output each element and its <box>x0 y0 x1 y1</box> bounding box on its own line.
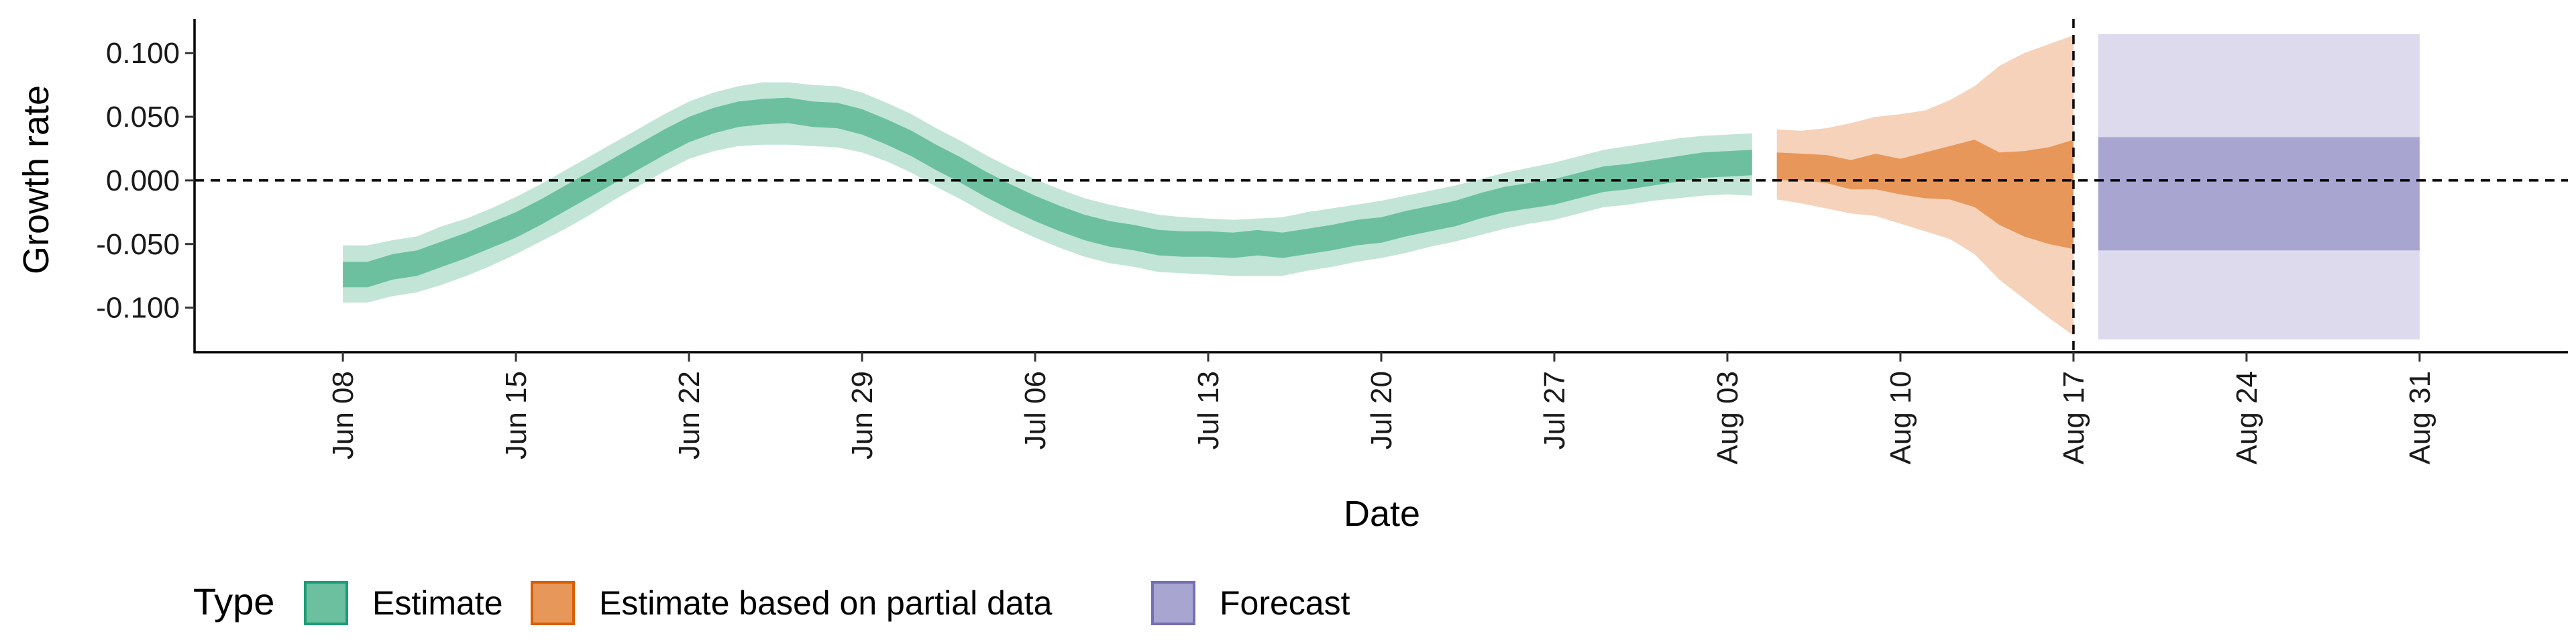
x-axis-title: Date <box>1344 494 1420 534</box>
tick-layer: 0.100 0.050 0.000 -0.050 -0.100 Jun 08 Jun 15 J… <box>96 37 2436 464</box>
y-tick-label: -0.100 <box>96 292 180 325</box>
x-tick-label: Aug 03 <box>1711 371 1744 464</box>
estimate-based-on-partial-data-band-50 <box>1776 140 2074 250</box>
legend-swatch <box>531 581 575 625</box>
y-tick-label: -0.050 <box>96 228 180 261</box>
reference-lines <box>195 19 2568 352</box>
legend-swatch <box>1151 581 1195 625</box>
x-tick-label: Aug 24 <box>2231 371 2263 464</box>
x-tick-label: Jun 15 <box>500 371 533 460</box>
ribbon-layer <box>343 34 2420 340</box>
x-tick-label: Jun 29 <box>846 371 879 460</box>
y-axis-title: Growth rate <box>16 85 56 274</box>
x-tick-label: Jun 08 <box>327 371 360 460</box>
x-tick-label: Aug 17 <box>2057 371 2090 464</box>
y-tick-label: 0.000 <box>106 164 180 197</box>
y-tick-label: 0.100 <box>106 37 180 70</box>
x-tick-label: Aug 10 <box>1884 371 1917 464</box>
legend-title: Type <box>193 580 274 623</box>
legend: Type Estimate Estimate based on partial d… <box>193 580 1350 625</box>
x-tick-label: Jul 20 <box>1365 371 1398 449</box>
x-tick-label: Jul 27 <box>1538 371 1571 449</box>
x-tick-label: Jul 06 <box>1019 371 1052 449</box>
legend-label: Estimate <box>372 584 503 622</box>
x-tick-label: Aug 31 <box>2404 371 2436 464</box>
forecast-band-50 <box>2098 137 2420 251</box>
x-tick-label: Jun 22 <box>673 371 706 460</box>
y-tick-label: 0.050 <box>106 101 180 133</box>
legend-swatch <box>304 581 348 625</box>
legend-label: Estimate based on partial data <box>599 584 1053 622</box>
legend-label: Forecast <box>1220 584 1350 622</box>
x-tick-label: Jul 13 <box>1192 371 1225 449</box>
